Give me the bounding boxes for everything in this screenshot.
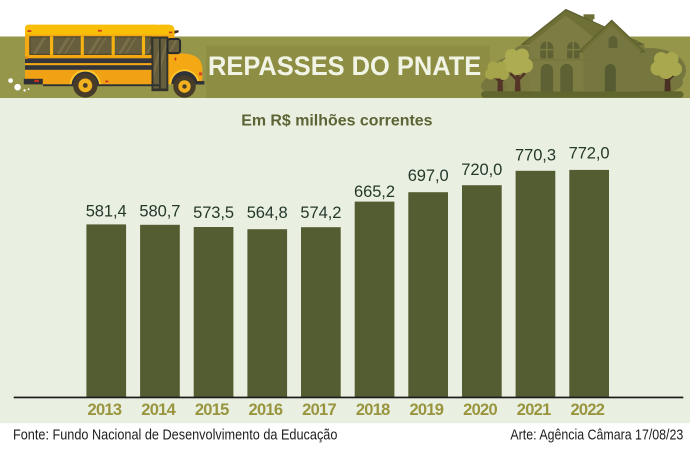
svg-text:REPASSES DO PNATE: REPASSES DO PNATE bbox=[208, 51, 481, 81]
svg-text:573,5: 573,5 bbox=[193, 204, 234, 222]
svg-text:2014: 2014 bbox=[141, 401, 176, 419]
svg-text:Fonte: Fundo Nacional de Desen: Fonte: Fundo Nacional de Desenvolvimento… bbox=[13, 427, 337, 444]
svg-text:2022: 2022 bbox=[570, 401, 605, 419]
svg-text:2016: 2016 bbox=[249, 401, 284, 419]
svg-text:2019: 2019 bbox=[409, 401, 444, 419]
svg-text:2021: 2021 bbox=[517, 401, 552, 419]
svg-text:2015: 2015 bbox=[195, 401, 230, 419]
svg-text:2018: 2018 bbox=[356, 401, 391, 419]
svg-text:665,2: 665,2 bbox=[354, 183, 395, 201]
svg-text:697,0: 697,0 bbox=[408, 167, 449, 185]
svg-text:Arte: Agência Câmara 17/08/23: Arte: Agência Câmara 17/08/23 bbox=[510, 427, 683, 444]
svg-text:564,8: 564,8 bbox=[247, 204, 288, 222]
svg-text:2013: 2013 bbox=[88, 401, 123, 419]
svg-text:720,0: 720,0 bbox=[461, 161, 502, 179]
svg-text:770,3: 770,3 bbox=[515, 147, 556, 165]
svg-text:580,7: 580,7 bbox=[139, 203, 180, 221]
svg-text:581,4: 581,4 bbox=[86, 203, 127, 221]
svg-text:Em R$ milhões correntes: Em R$ milhões correntes bbox=[241, 113, 432, 130]
svg-text:2020: 2020 bbox=[463, 401, 498, 419]
svg-text:2017: 2017 bbox=[302, 401, 337, 419]
svg-text:772,0: 772,0 bbox=[569, 145, 610, 163]
svg-text:574,2: 574,2 bbox=[300, 204, 341, 222]
